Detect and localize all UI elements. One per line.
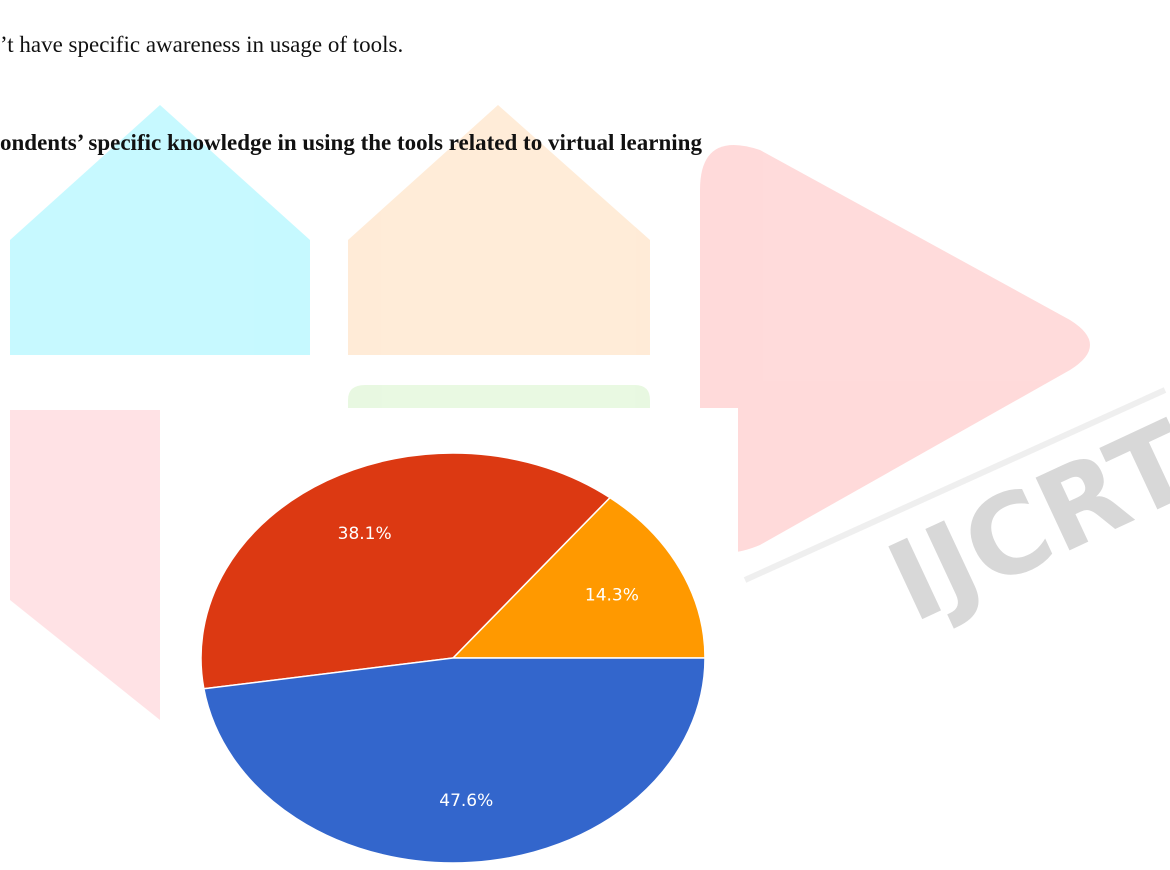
slice-label: 38.1% bbox=[338, 524, 392, 544]
page: IJCRT ’t have specific awareness in usag… bbox=[0, 0, 1170, 865]
body-line: ’t have specific awareness in usage of t… bbox=[0, 32, 403, 57]
slice-label: 47.6% bbox=[439, 791, 493, 811]
slice-label: 14.3% bbox=[585, 586, 639, 606]
heading: ondents’ specific knowledge in using the… bbox=[0, 130, 702, 155]
pie-chart: 14.3% 38.1% 47.6% bbox=[201, 453, 705, 863]
